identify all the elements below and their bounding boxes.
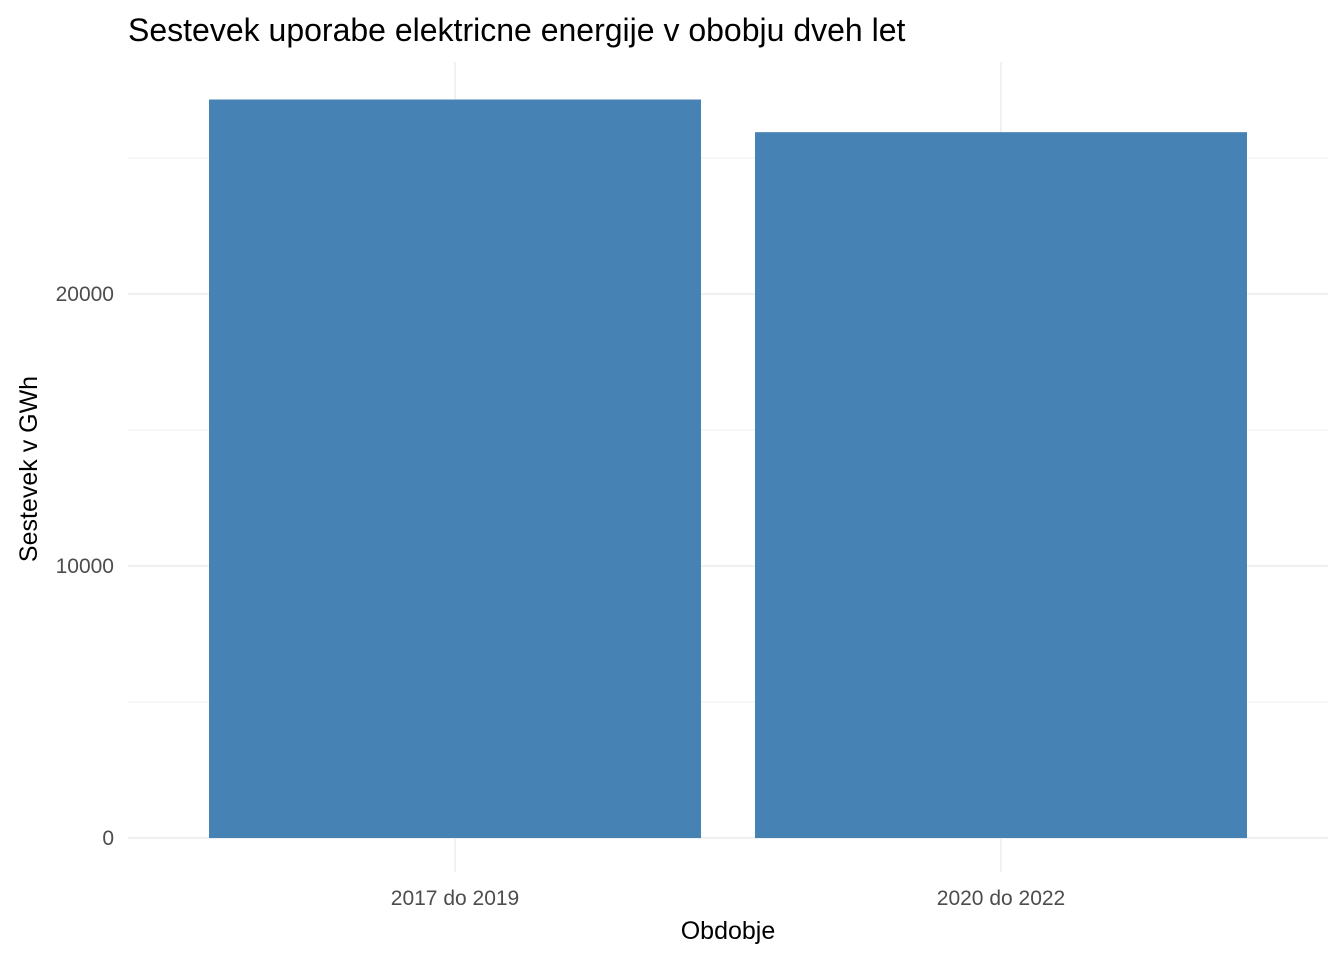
y-axis-ticks: 0 10000 20000 — [56, 283, 114, 850]
x-axis-title: Obdobje — [681, 917, 776, 945]
y-axis-title: Sestevek v GWh — [15, 376, 43, 562]
x-tick-label: 2017 do 2019 — [391, 887, 519, 910]
y-tick-label: 10000 — [56, 555, 114, 578]
y-tick-label: 0 — [102, 827, 114, 850]
x-axis-ticks: 2017 do 2019 2020 do 2022 — [391, 887, 1065, 910]
bar-2 — [755, 132, 1247, 838]
x-tick-label: 2020 do 2022 — [937, 887, 1065, 910]
y-tick-label: 20000 — [56, 283, 114, 306]
bar-1 — [209, 99, 701, 838]
bars — [209, 99, 1247, 838]
chart-title: Sestevek uporabe elektricne energije v o… — [128, 12, 906, 48]
